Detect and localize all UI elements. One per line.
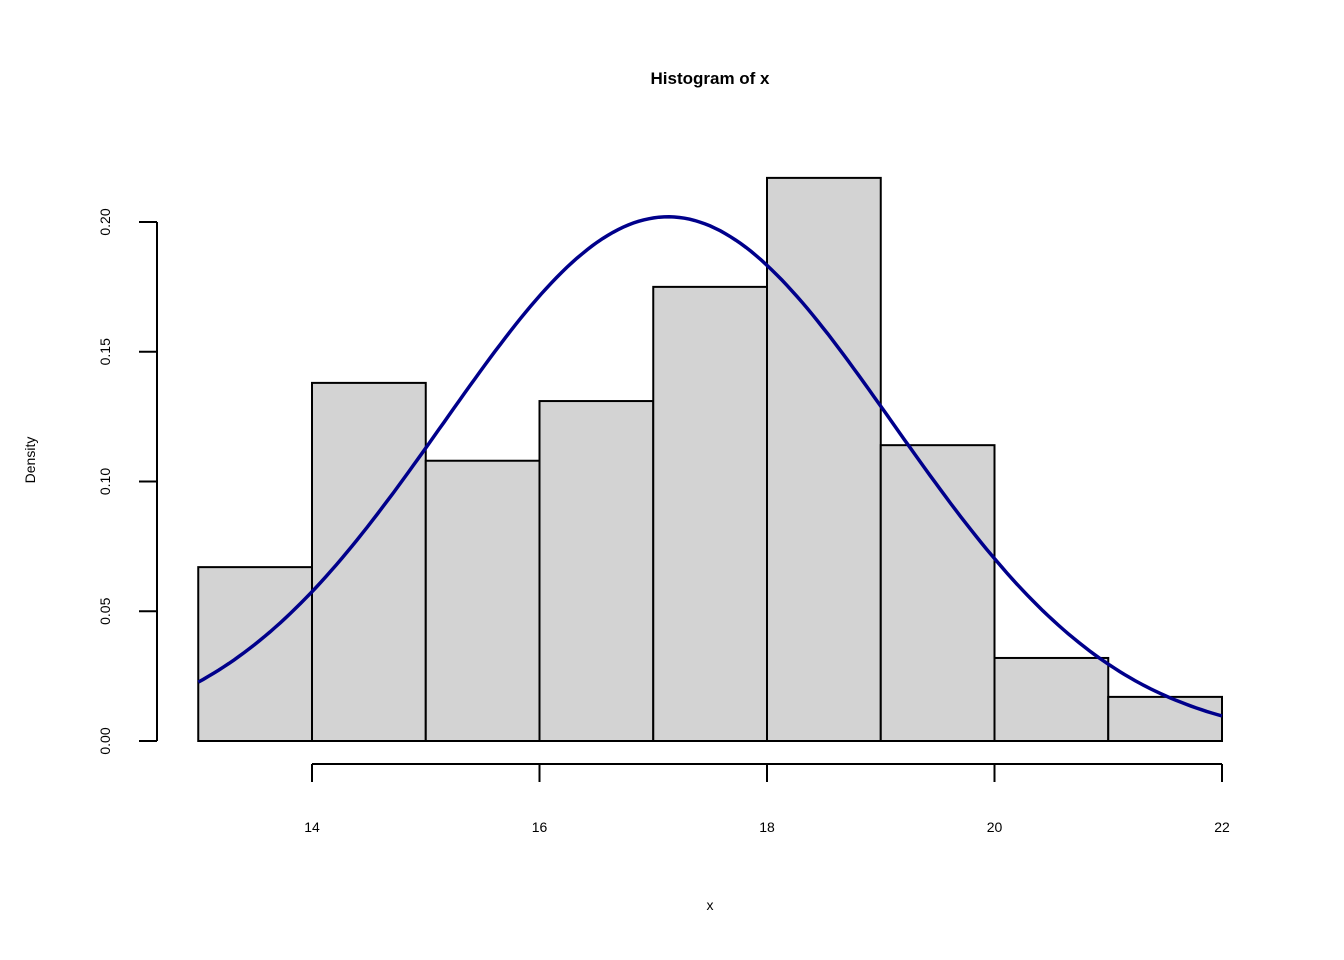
- histogram-bar: [879, 444, 996, 742]
- histogram-bar: [993, 656, 1110, 743]
- y-tick-label: 0.15: [97, 338, 113, 365]
- histogram-bar: [1107, 695, 1223, 743]
- y-axis-title: Density: [22, 437, 38, 484]
- density-curve-group: [197, 215, 1223, 718]
- y-tick-label: 0.05: [97, 597, 113, 624]
- density-curve-line: [197, 215, 1223, 718]
- bars: [197, 176, 1223, 743]
- histogram-bar: [652, 285, 768, 742]
- chart-title: Histogram of x: [650, 69, 770, 88]
- y-axis: 0.00 0.05 0.10 0.15 0.20: [97, 208, 158, 755]
- x-tick-label: 22: [1214, 819, 1230, 835]
- histogram-bar: [311, 381, 427, 742]
- x-axis-title: x: [707, 897, 714, 913]
- histogram-bar: [424, 459, 541, 742]
- histogram-bar: [766, 176, 882, 742]
- x-tick-label: 14: [304, 819, 320, 835]
- y-tick-label: 0.00: [97, 727, 113, 754]
- histogram-bar: [197, 566, 313, 743]
- histogram-bar: [538, 400, 655, 742]
- x-axis: 14 16 18 20 22: [304, 763, 1230, 835]
- x-tick-label: 16: [532, 819, 548, 835]
- y-tick-label: 0.10: [97, 468, 113, 495]
- y-tick-label: 0.20: [97, 208, 113, 235]
- x-tick-label: 18: [759, 819, 775, 835]
- x-tick-label: 20: [987, 819, 1003, 835]
